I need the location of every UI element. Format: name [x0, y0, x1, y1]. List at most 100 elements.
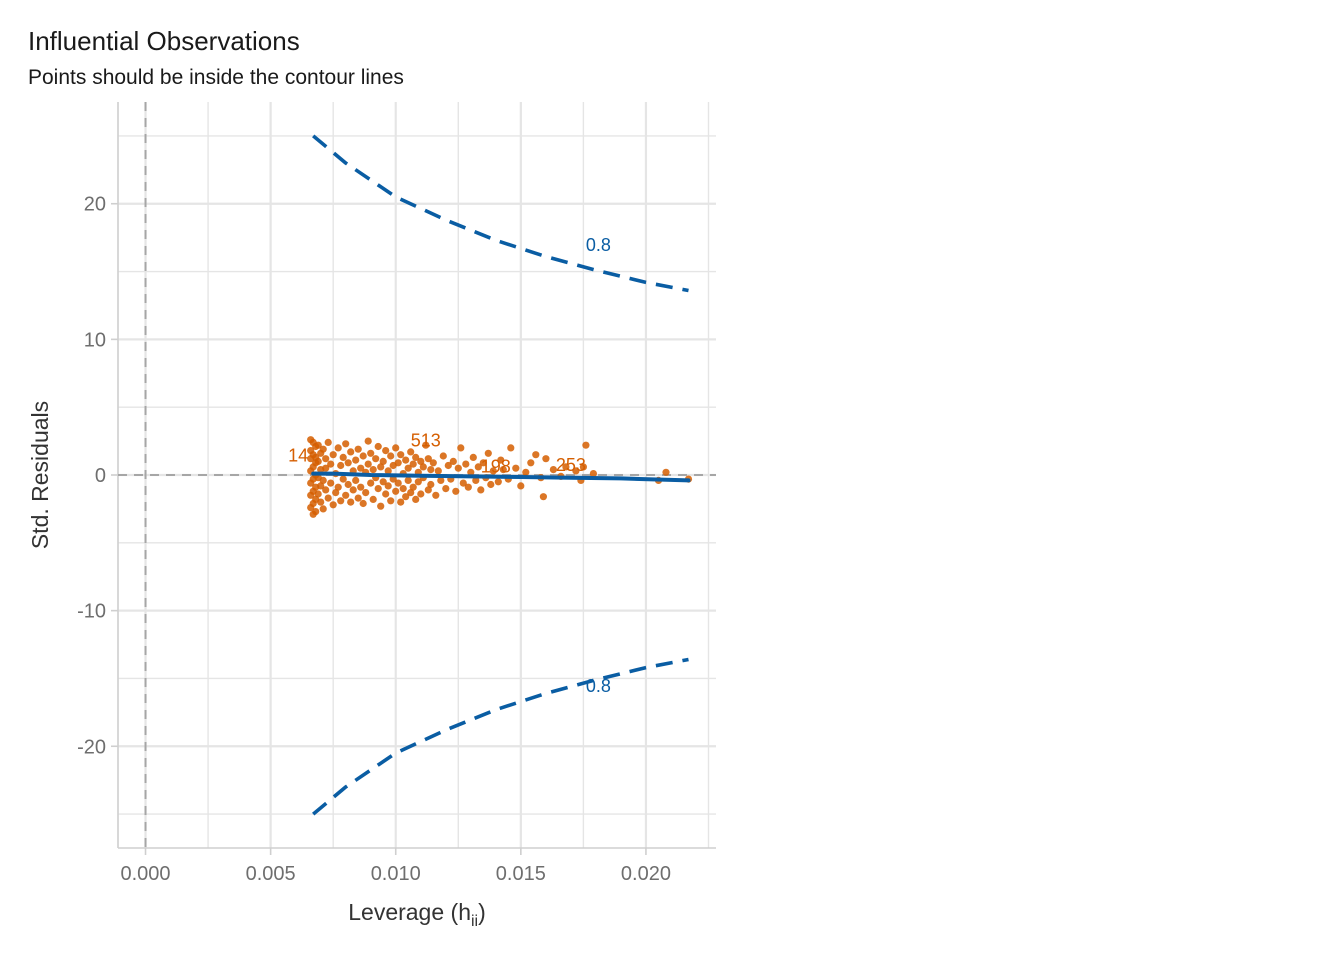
data-point	[457, 444, 465, 452]
y-tick-label: 20	[84, 194, 106, 216]
data-point	[527, 459, 535, 467]
data-point	[342, 491, 350, 499]
data-point	[364, 460, 372, 468]
data-point	[379, 457, 387, 465]
data-point	[412, 495, 420, 503]
data-point	[327, 479, 335, 487]
data-point	[369, 466, 377, 474]
point-labels: 513 14 198 253	[288, 431, 586, 477]
data-point	[402, 456, 410, 464]
data-point	[517, 482, 525, 490]
data-point	[404, 464, 412, 472]
data-point	[417, 490, 425, 498]
data-point	[352, 476, 360, 484]
data-point	[477, 486, 485, 494]
data-point	[494, 478, 502, 486]
data-point	[339, 475, 347, 483]
x-ticks: 0.000 0.005 0.010 0.015 0.020	[120, 848, 671, 885]
data-point	[307, 491, 315, 499]
data-point	[427, 466, 435, 474]
data-point	[387, 452, 395, 460]
point-label: 513	[411, 431, 441, 451]
data-point	[367, 479, 375, 487]
x-tick-label: 0.010	[371, 863, 421, 885]
data-point	[379, 478, 387, 486]
data-point	[317, 498, 325, 506]
data-point	[349, 486, 357, 494]
data-point	[422, 441, 430, 449]
data-point	[419, 463, 427, 471]
data-point	[344, 459, 352, 467]
data-point	[369, 495, 377, 503]
contour-label: 0.8	[586, 676, 611, 696]
data-point	[439, 452, 447, 460]
data-point	[414, 478, 422, 486]
data-point	[412, 453, 420, 461]
data-point	[572, 467, 580, 475]
data-point	[394, 479, 402, 487]
data-point	[464, 483, 472, 491]
x-tick-label: 0.015	[496, 863, 546, 885]
data-point	[427, 480, 435, 489]
data-point	[542, 455, 550, 463]
data-point	[444, 461, 452, 470]
y-tick-label: -20	[77, 736, 106, 758]
data-point	[334, 483, 342, 491]
data-point	[392, 444, 400, 452]
data-point	[374, 485, 382, 493]
data-point	[397, 451, 405, 459]
data-point	[339, 453, 347, 461]
data-point	[384, 467, 392, 475]
y-ticks: -20 -10 0 10 20	[77, 194, 118, 758]
data-point	[307, 455, 315, 463]
y-tick-label: -10	[77, 601, 106, 623]
data-point	[322, 464, 330, 472]
data-point	[347, 498, 355, 506]
data-point	[442, 485, 450, 493]
x-axis-label-main: Leverage (h	[348, 899, 471, 925]
data-point	[352, 456, 360, 464]
smooth-line	[311, 471, 691, 483]
data-point	[317, 482, 325, 490]
data-point	[474, 463, 482, 471]
x-tick-label: 0.020	[621, 863, 671, 885]
data-point	[319, 505, 327, 513]
y-tick-label: 10	[84, 329, 106, 351]
data-point	[582, 441, 590, 449]
data-point	[337, 461, 345, 470]
data-point	[549, 466, 558, 474]
data-point	[449, 457, 457, 465]
point-label: 14	[288, 445, 308, 465]
data-point	[357, 464, 365, 472]
data-point	[332, 489, 340, 497]
data-point	[497, 456, 505, 464]
data-point	[394, 459, 402, 467]
data-point	[399, 485, 407, 493]
chart-title: Influential Observations	[28, 26, 300, 56]
y-axis-label: Std. Residuals	[27, 401, 53, 549]
data-point	[424, 486, 432, 494]
data-point	[314, 457, 322, 465]
data-point	[354, 445, 362, 453]
data-point	[309, 510, 317, 518]
data-point	[322, 455, 330, 463]
data-point	[344, 480, 352, 489]
data-point	[384, 482, 392, 490]
data-point	[512, 464, 520, 472]
data-point	[589, 470, 598, 478]
data-point	[329, 451, 337, 459]
data-point	[377, 463, 385, 471]
data-point	[539, 493, 548, 501]
data-point	[359, 499, 367, 508]
data-point	[409, 483, 417, 491]
data-point	[327, 460, 335, 468]
data-point	[562, 463, 570, 471]
data-point	[487, 480, 495, 489]
data-point	[489, 467, 497, 475]
y-tick-label: 0	[95, 465, 106, 487]
data-point	[307, 479, 315, 487]
data-point	[392, 487, 400, 495]
data-point	[532, 451, 540, 459]
